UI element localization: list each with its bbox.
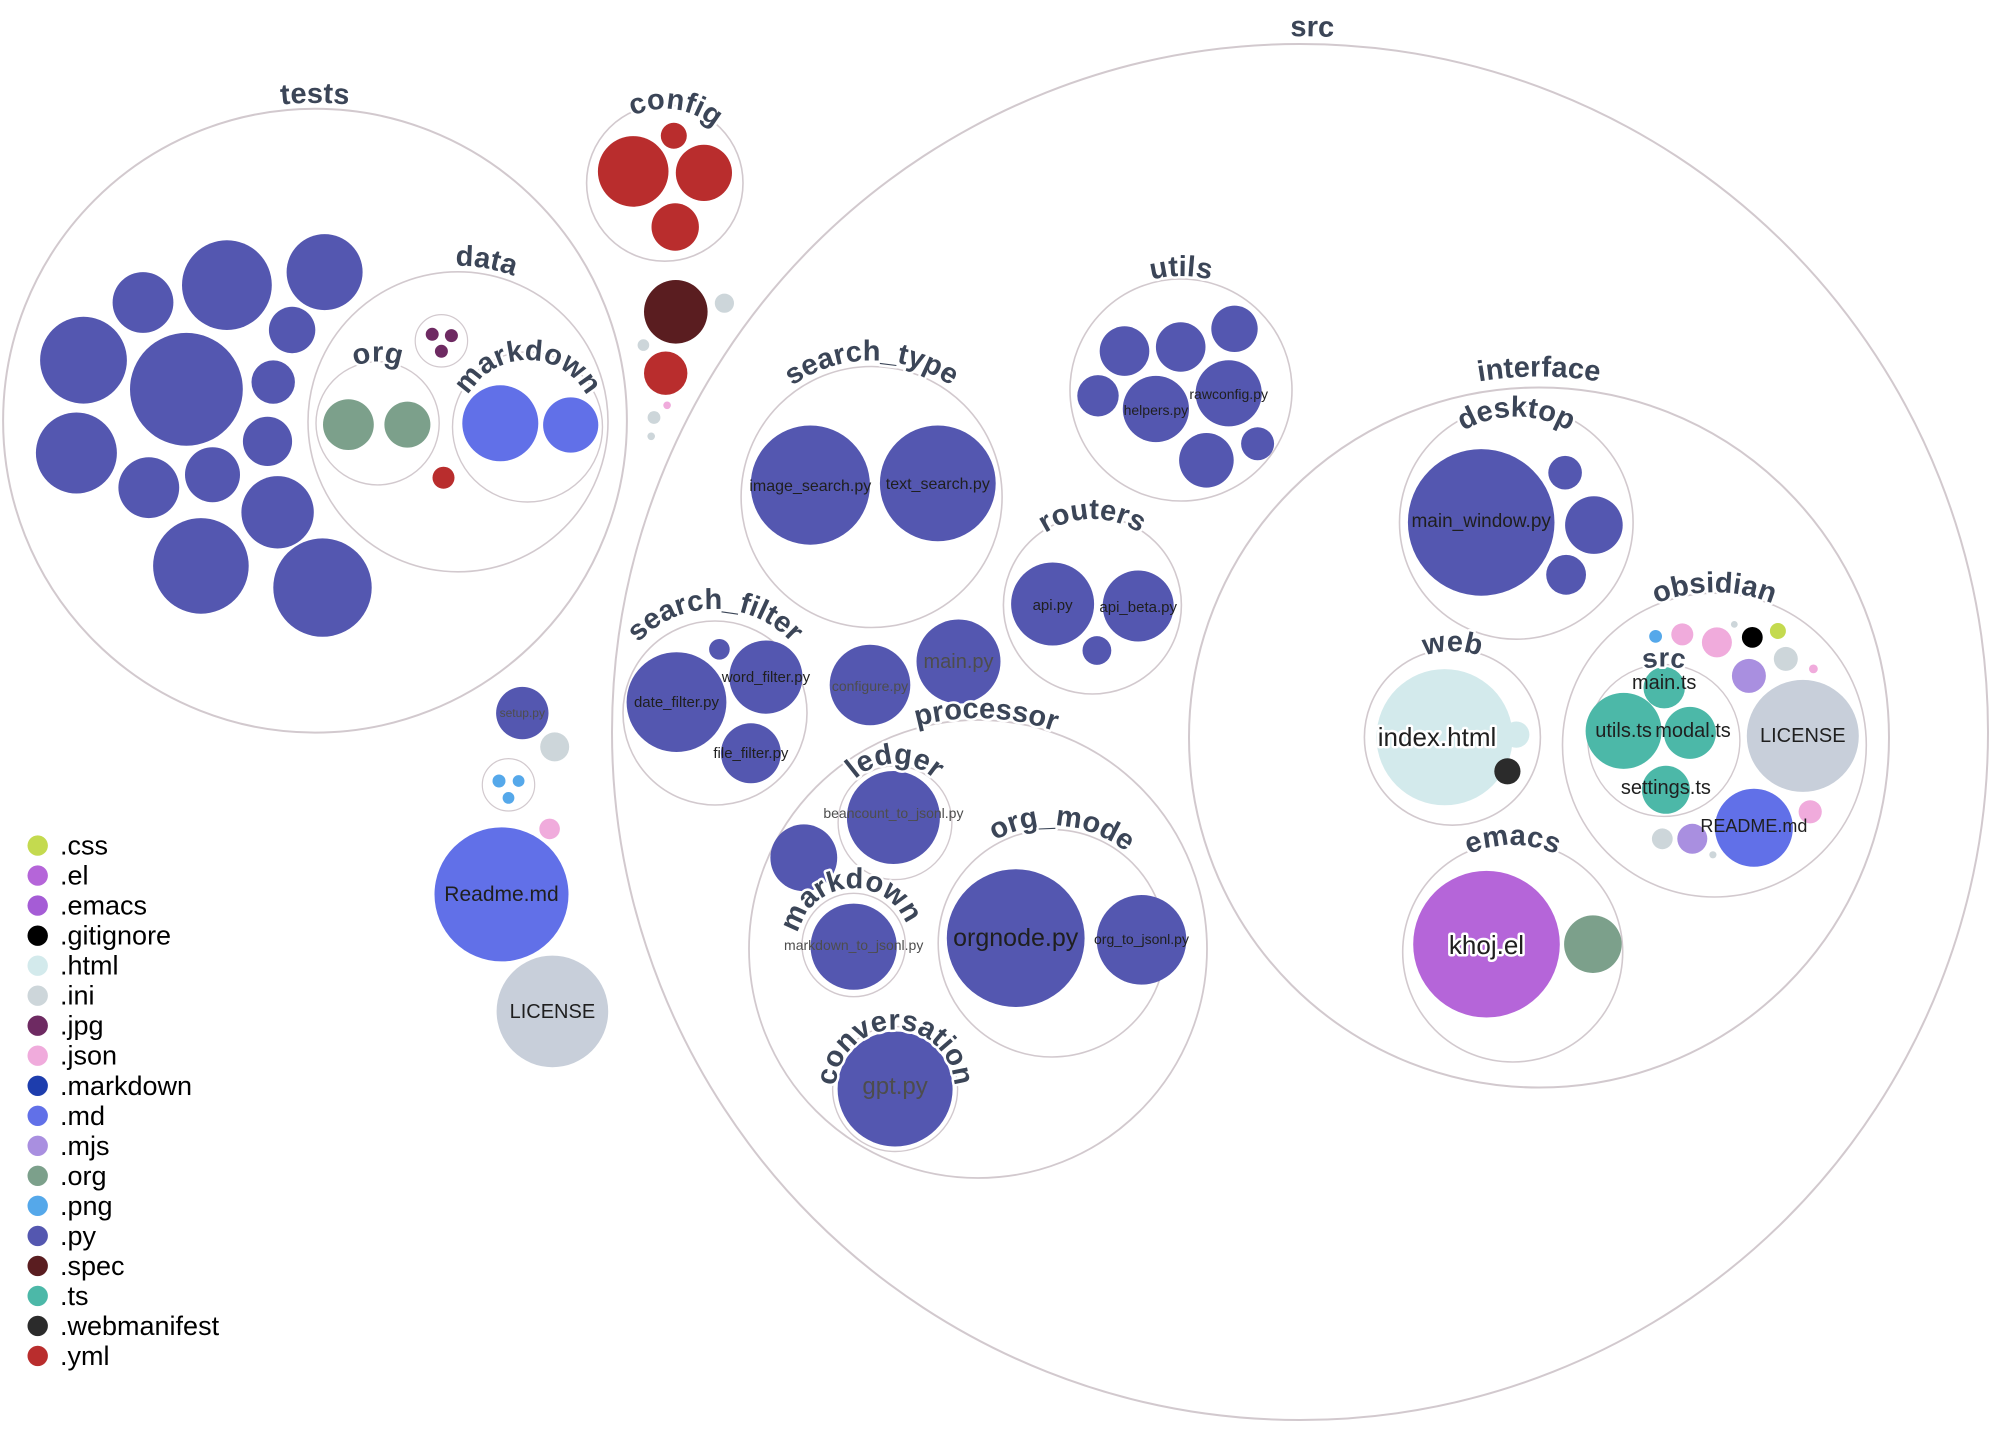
svg-text:khoj.el: khoj.el — [1449, 930, 1524, 960]
svg-text:README.md: README.md — [1700, 816, 1807, 836]
svg-text:main.ts: main.ts — [1632, 672, 1696, 694]
svg-text:.gitignore: .gitignore — [60, 921, 171, 951]
svg-text:.html: .html — [60, 951, 119, 981]
svg-text:configure.py: configure.py — [832, 678, 908, 694]
svg-text:index.html: index.html — [1378, 722, 1497, 752]
svg-text:api_beta.py: api_beta.py — [1099, 599, 1177, 616]
svg-text:tests: tests — [279, 78, 351, 112]
svg-text:Readme.md: Readme.md — [444, 883, 558, 906]
svg-text:src: src — [1290, 11, 1335, 44]
svg-text:.el: .el — [60, 861, 89, 891]
svg-text:org: org — [349, 337, 407, 373]
svg-text:interface: interface — [1475, 351, 1603, 388]
svg-text:web: web — [1419, 626, 1486, 662]
svg-text:LICENSE: LICENSE — [1760, 725, 1846, 747]
svg-text:src: src — [1640, 642, 1688, 674]
svg-text:utils.ts: utils.ts — [1595, 720, 1652, 742]
svg-text:org_to_jsonl.py: org_to_jsonl.py — [1094, 931, 1189, 947]
svg-text:.py: .py — [60, 1221, 97, 1251]
svg-text:image_search.py: image_search.py — [749, 478, 871, 495]
svg-text:beancount_to_jsonl.py: beancount_to_jsonl.py — [823, 805, 963, 821]
svg-text:date_filter.py: date_filter.py — [634, 694, 720, 711]
svg-text:setup.py: setup.py — [500, 706, 545, 720]
svg-text:.png: .png — [60, 1191, 113, 1221]
svg-text:main.py: main.py — [923, 651, 993, 673]
svg-text:markdown_to_jsonl.py: markdown_to_jsonl.py — [784, 937, 923, 953]
svg-text:.markdown: .markdown — [60, 1071, 192, 1101]
svg-text:word_filter.py: word_filter.py — [721, 669, 811, 686]
svg-text:rawconfig.py: rawconfig.py — [1189, 386, 1268, 402]
svg-text:modal.ts: modal.ts — [1655, 720, 1731, 742]
svg-text:gpt.py: gpt.py — [862, 1073, 927, 1100]
svg-text:.json: .json — [60, 1041, 117, 1071]
svg-text:.yml: .yml — [60, 1341, 110, 1371]
svg-text:.md: .md — [60, 1101, 105, 1131]
svg-text:.ini: .ini — [60, 981, 95, 1011]
svg-text:file_filter.py: file_filter.py — [713, 745, 789, 762]
svg-text:.webmanifest: .webmanifest — [60, 1311, 220, 1341]
svg-text:.ts: .ts — [60, 1281, 89, 1311]
svg-text:helpers.py: helpers.py — [1124, 402, 1189, 418]
svg-text:api.py: api.py — [1033, 597, 1074, 614]
svg-text:main_window.py: main_window.py — [1411, 511, 1551, 532]
svg-text:.jpg: .jpg — [60, 1011, 104, 1041]
svg-text:orgnode.py: orgnode.py — [953, 924, 1079, 952]
svg-text:.org: .org — [60, 1161, 107, 1191]
svg-text:.spec: .spec — [60, 1251, 125, 1281]
svg-text:.css: .css — [60, 831, 108, 861]
svg-text:.mjs: .mjs — [60, 1131, 110, 1161]
svg-text:settings.ts: settings.ts — [1621, 777, 1711, 799]
svg-text:text_search.py: text_search.py — [886, 476, 990, 493]
svg-text:LICENSE: LICENSE — [510, 1001, 596, 1023]
svg-text:.emacs: .emacs — [60, 891, 147, 921]
svg-text:utils: utils — [1147, 251, 1215, 287]
